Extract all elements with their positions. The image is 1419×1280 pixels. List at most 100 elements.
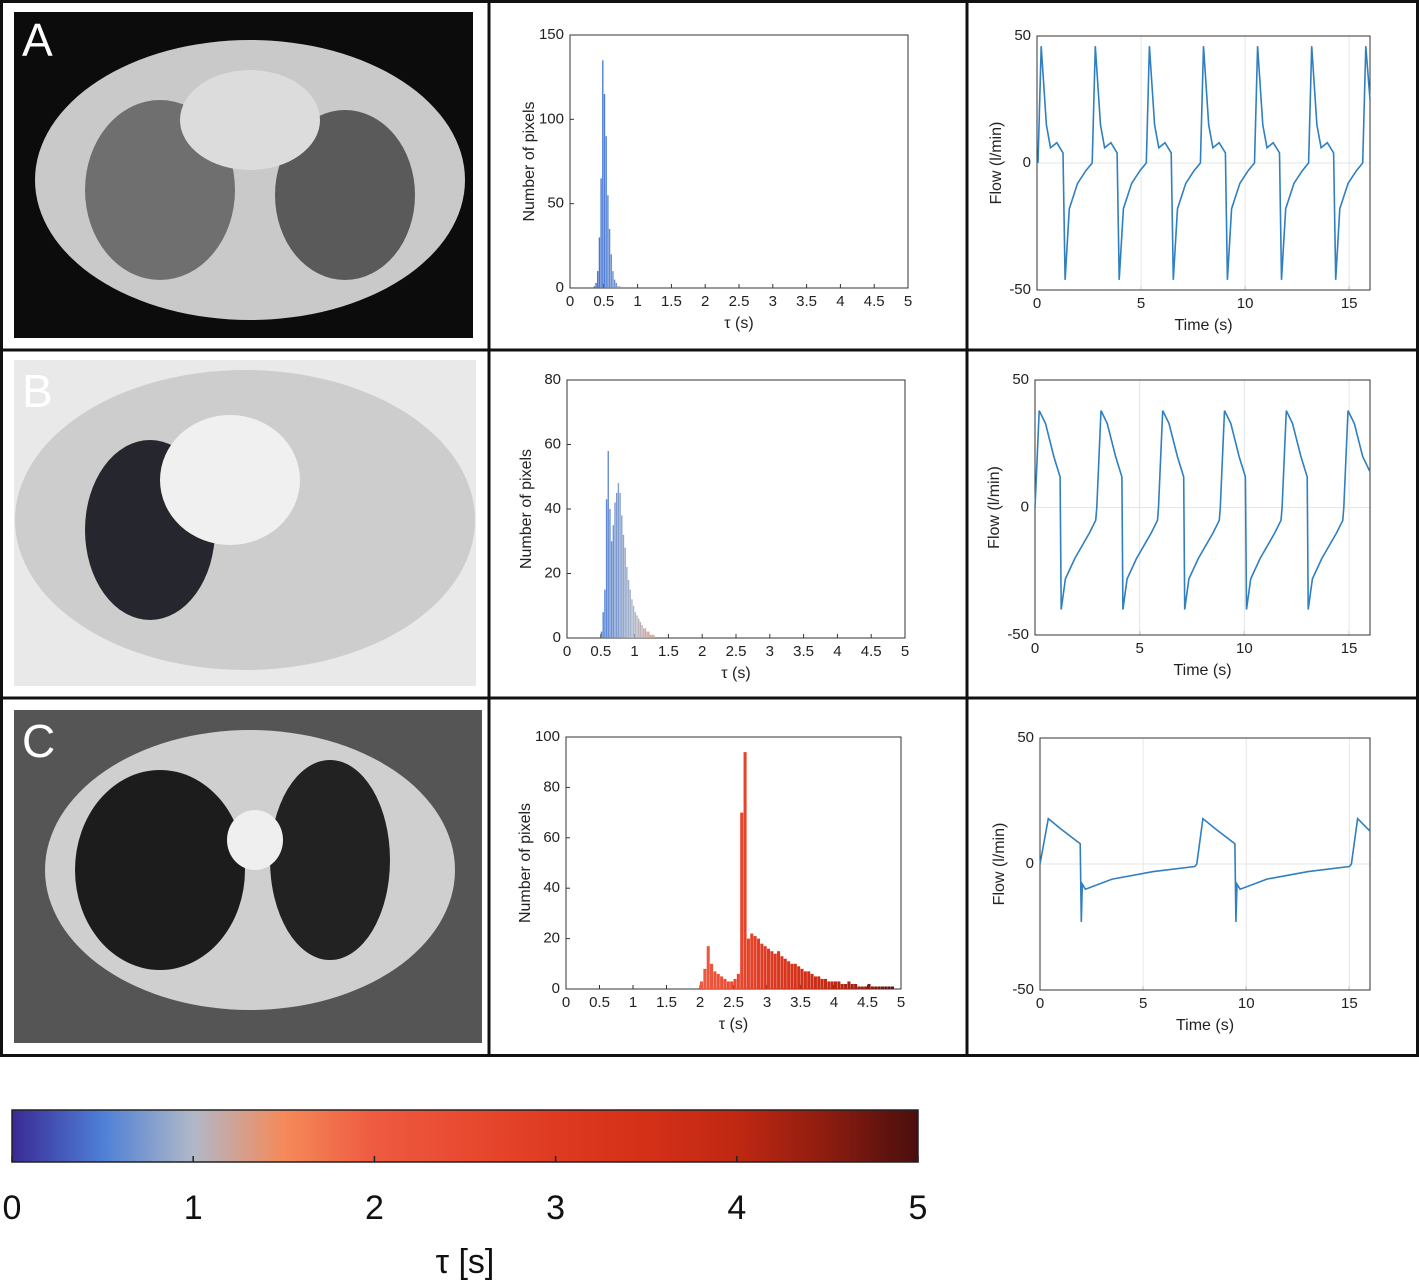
x-tick-label: 1.5 bbox=[656, 994, 677, 1011]
x-tick-label: 4 bbox=[836, 293, 844, 310]
bar bbox=[604, 589, 606, 638]
x-tick-label: 2.5 bbox=[723, 994, 744, 1011]
y-tick-label: -50 bbox=[1007, 626, 1029, 643]
bar bbox=[767, 948, 771, 989]
y-tick-label: 50 bbox=[547, 195, 564, 212]
x-tick-label: 4.5 bbox=[857, 994, 878, 1011]
colorbar-tick-label: 2 bbox=[365, 1189, 384, 1227]
panel-label: C bbox=[22, 715, 55, 767]
y-tick-label: 20 bbox=[544, 564, 561, 581]
bar bbox=[602, 60, 604, 288]
x-tick-label: 0.5 bbox=[590, 643, 611, 660]
y-tick-label: -50 bbox=[1012, 981, 1034, 998]
y-tick-label: 0 bbox=[553, 629, 561, 646]
x-tick-label: 10 bbox=[1238, 995, 1255, 1012]
bar bbox=[626, 567, 628, 638]
bar bbox=[790, 963, 794, 989]
bar bbox=[612, 525, 615, 638]
bar bbox=[600, 631, 603, 638]
bar bbox=[760, 943, 764, 989]
x-axis-label: Time (s) bbox=[1176, 1017, 1234, 1034]
bar bbox=[648, 631, 650, 638]
bar bbox=[813, 976, 817, 989]
bar bbox=[753, 936, 757, 989]
x-axis-label: τ (s) bbox=[721, 665, 750, 682]
bar bbox=[624, 547, 626, 638]
bar bbox=[593, 286, 596, 288]
bar bbox=[797, 966, 801, 989]
y-tick-label: 40 bbox=[543, 879, 560, 896]
y-axis-label: Number of pixels bbox=[521, 101, 538, 221]
x-tick-label: 4.5 bbox=[861, 643, 882, 660]
x-tick-label: 0 bbox=[562, 994, 570, 1011]
bar bbox=[884, 986, 888, 989]
bar bbox=[743, 752, 747, 989]
bar bbox=[621, 515, 623, 638]
plot-box bbox=[566, 379, 906, 639]
bar bbox=[649, 634, 652, 638]
bar bbox=[740, 812, 744, 989]
x-tick-label: 1 bbox=[629, 994, 637, 1011]
bar bbox=[609, 509, 611, 638]
bar bbox=[777, 951, 781, 989]
plot-box bbox=[1036, 35, 1371, 291]
bar bbox=[632, 605, 635, 638]
bar bbox=[733, 978, 737, 989]
bar bbox=[844, 983, 848, 989]
bar bbox=[827, 981, 831, 989]
bar bbox=[607, 195, 609, 288]
bar bbox=[720, 976, 724, 989]
bar bbox=[629, 589, 631, 638]
colorbar bbox=[11, 1109, 919, 1163]
bar bbox=[730, 981, 734, 989]
bar bbox=[807, 971, 811, 989]
bar bbox=[636, 615, 638, 638]
bar bbox=[817, 976, 821, 989]
x-tick-label: 3 bbox=[763, 994, 771, 1011]
bar bbox=[651, 634, 653, 638]
bar bbox=[887, 986, 891, 989]
y-tick-label: 50 bbox=[1012, 371, 1029, 388]
bar bbox=[595, 282, 597, 288]
bar bbox=[830, 981, 834, 989]
bar bbox=[713, 971, 717, 989]
bar bbox=[840, 983, 844, 989]
bar bbox=[867, 983, 871, 989]
bar bbox=[823, 978, 827, 989]
bar bbox=[634, 612, 636, 638]
bar bbox=[613, 279, 616, 288]
x-tick-label: 5 bbox=[1137, 295, 1145, 312]
x-axis-label: τ (s) bbox=[724, 315, 753, 332]
x-tick-label: 1 bbox=[630, 643, 638, 660]
x-tick-label: 1.5 bbox=[661, 293, 682, 310]
x-tick-label: 15 bbox=[1341, 640, 1358, 657]
x-tick-label: 0 bbox=[1036, 995, 1044, 1012]
bar bbox=[850, 983, 854, 989]
plot-box bbox=[565, 736, 902, 990]
bar bbox=[605, 499, 608, 638]
bar bbox=[607, 450, 609, 638]
bar bbox=[834, 981, 838, 989]
ct-image bbox=[14, 360, 476, 686]
bar bbox=[703, 968, 707, 989]
y-tick-label: 20 bbox=[543, 930, 560, 947]
y-axis-label: Flow (l/min) bbox=[991, 823, 1008, 906]
bar bbox=[644, 628, 647, 638]
x-tick-label: 2 bbox=[701, 293, 709, 310]
y-axis-label: Number of pixels bbox=[517, 803, 534, 923]
bar bbox=[877, 986, 881, 989]
colorbar-label: τ [s] bbox=[436, 1243, 495, 1280]
bar bbox=[773, 953, 777, 989]
bar bbox=[847, 981, 851, 989]
bar bbox=[603, 94, 606, 289]
flow-line bbox=[1034, 410, 1371, 610]
bar bbox=[619, 286, 621, 288]
bar bbox=[810, 973, 814, 989]
y-tick-label: 0 bbox=[552, 980, 560, 997]
ct-image bbox=[14, 12, 473, 338]
y-axis-label: Flow (l/min) bbox=[988, 122, 1005, 205]
x-tick-label: 0 bbox=[563, 643, 571, 660]
x-tick-label: 0 bbox=[566, 293, 574, 310]
x-tick-label: 3 bbox=[769, 293, 777, 310]
bar bbox=[610, 541, 613, 638]
